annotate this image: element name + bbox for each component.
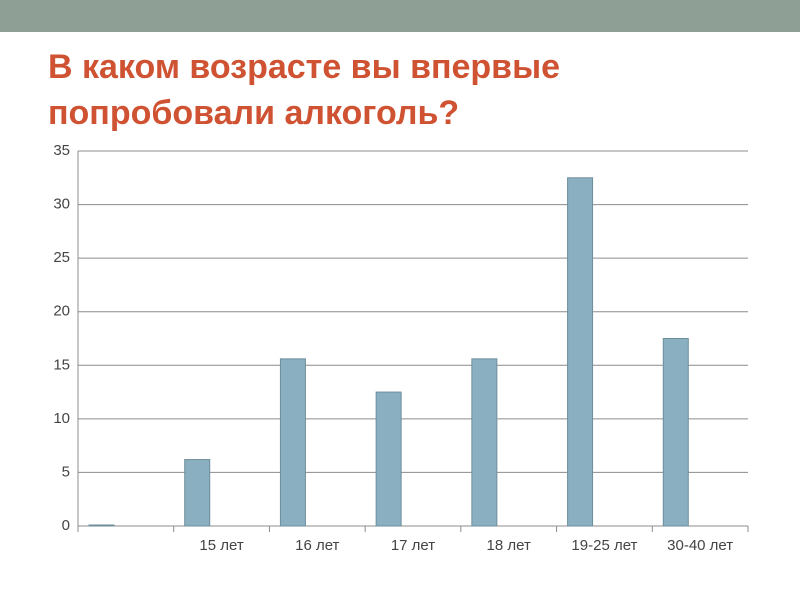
y-tick-label: 15 [53, 356, 70, 373]
y-tick-label: 0 [62, 517, 70, 534]
y-tick-label: 20 [53, 303, 70, 320]
y-tick-label: 5 [62, 463, 70, 480]
bar [184, 459, 211, 527]
bar [662, 338, 689, 527]
x-tick-label: 30-40 лет [667, 537, 733, 554]
y-tick-label: 30 [53, 196, 70, 213]
x-tick-label: 19-25 лет [571, 537, 637, 554]
chart-title: В каком возрасте вы впервые попробовали … [48, 48, 561, 132]
bar [375, 391, 402, 527]
bar [567, 177, 594, 527]
x-tick-label: 17 лет [391, 537, 435, 554]
bar [279, 358, 306, 527]
y-tick-label: 35 [53, 142, 70, 159]
bar [471, 358, 498, 527]
x-tick-label: 18 лет [487, 537, 531, 554]
x-tick-label: 16 лет [295, 537, 339, 554]
header-band [0, 0, 800, 32]
bar [88, 524, 115, 527]
y-tick-label: 10 [53, 410, 70, 427]
y-tick-label: 25 [53, 249, 70, 266]
x-tick-label: 15 лет [199, 537, 243, 554]
